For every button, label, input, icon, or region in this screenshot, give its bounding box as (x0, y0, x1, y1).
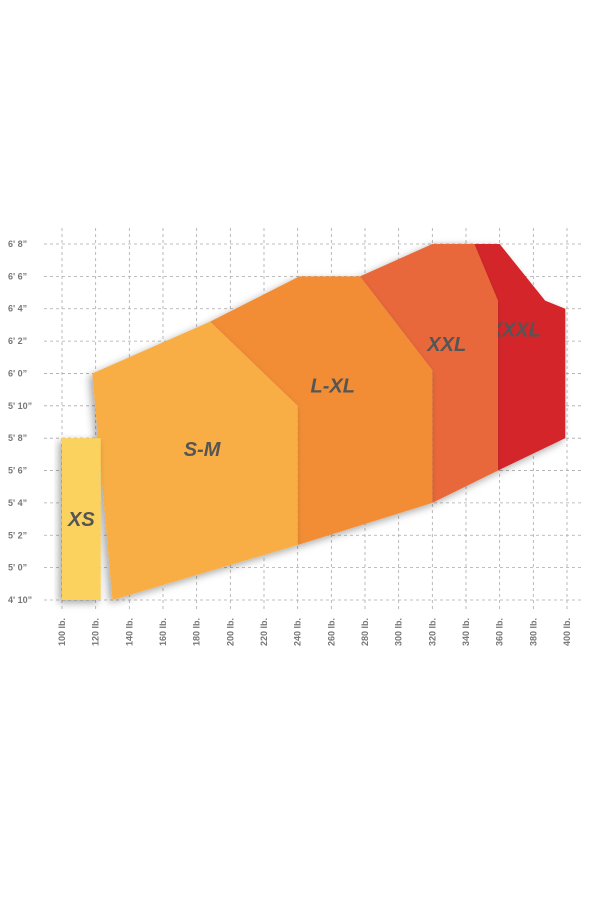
x-tick-label: 180 lb. (192, 618, 202, 646)
x-tick-label: 400 lb. (562, 618, 572, 646)
size-region (432, 244, 566, 471)
y-tick-label: 6' 8” (8, 239, 27, 249)
y-tick-label: 5' 10” (8, 401, 32, 411)
x-tick-label: 320 lb. (427, 618, 437, 646)
x-tick-label: 300 lb. (394, 618, 404, 646)
y-tick-label: 5' 6” (8, 466, 27, 476)
size-label: S-M (184, 439, 222, 461)
y-tick-label: 6' 0” (8, 368, 27, 378)
x-tick-label: 100 lb. (57, 618, 67, 646)
size-region (210, 276, 433, 545)
x-tick-label: 200 lb. (225, 618, 235, 646)
size-region (62, 438, 101, 600)
x-tick-label: 140 lb. (124, 618, 134, 646)
size-label: XXXL (488, 320, 541, 342)
size-label: XS (67, 509, 95, 531)
size-region (359, 244, 498, 503)
y-tick-label: 6' 4” (8, 304, 27, 314)
y-tick-label: 6' 6” (8, 271, 27, 281)
x-tick-label: 360 lb. (495, 618, 505, 646)
x-tick-label: 260 lb. (326, 618, 336, 646)
x-tick-label: 120 lb. (91, 618, 101, 646)
y-tick-label: 5' 4” (8, 498, 27, 508)
y-tick-label: 4' 10” (8, 595, 32, 605)
size-label: XXL (426, 334, 466, 356)
size-label: L-XL (311, 375, 355, 397)
x-tick-label: 240 lb. (293, 618, 303, 646)
y-tick-label: 5' 2” (8, 530, 27, 540)
y-tick-label: 5' 0” (8, 563, 27, 573)
x-tick-label: 220 lb. (259, 618, 269, 646)
y-tick-label: 6' 2” (8, 336, 27, 346)
x-tick-label: 380 lb. (528, 618, 538, 646)
y-tick-label: 5' 8” (8, 433, 27, 443)
x-tick-label: 280 lb. (360, 618, 370, 646)
x-tick-label: 160 lb. (158, 618, 168, 646)
size-region (92, 321, 298, 600)
x-tick-label: 340 lb. (461, 618, 471, 646)
